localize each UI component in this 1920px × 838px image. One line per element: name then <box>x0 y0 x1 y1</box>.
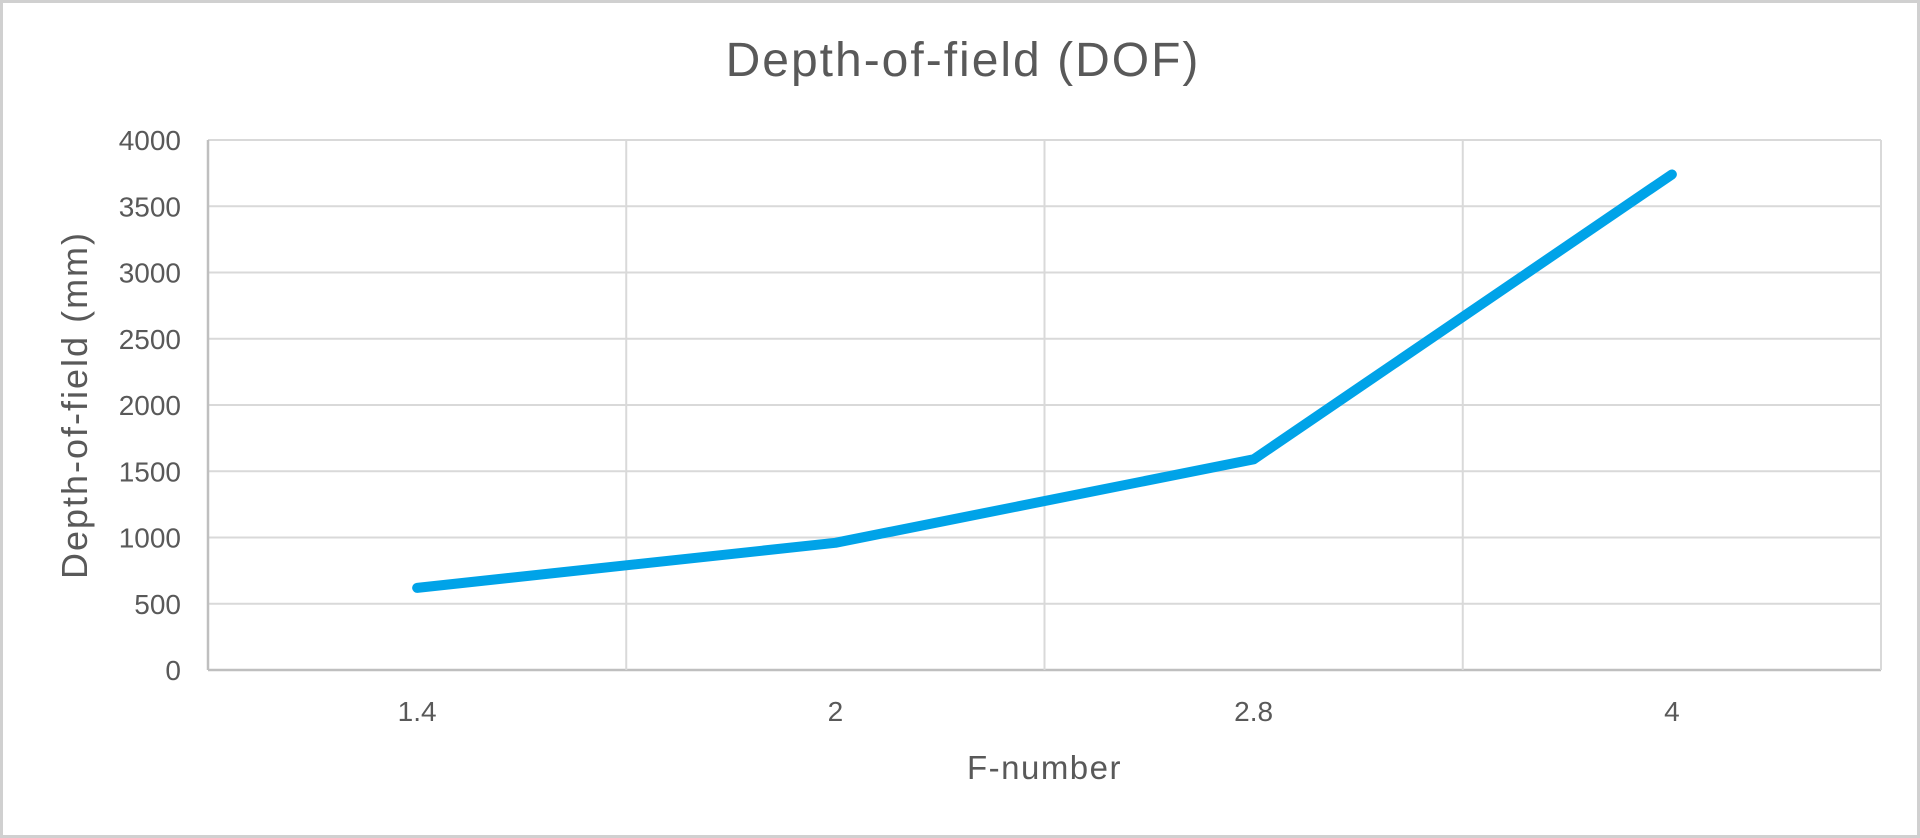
y-tick-label: 0 <box>165 655 181 686</box>
y-tick-label: 3500 <box>119 191 181 222</box>
plot-area: 0 500 1000 1500 2000 2500 3000 3500 4000 1.4 2 2.8 4 <box>119 125 1882 727</box>
series-line-dof <box>412 169 1677 593</box>
x-tick-label: 4 <box>1664 696 1680 727</box>
y-tick-label: 2500 <box>119 324 181 355</box>
chart-title: Depth-of-field (DOF) <box>725 34 1201 87</box>
x-tick-label: 2.8 <box>1234 696 1273 727</box>
x-tick-label: 1.4 <box>398 696 437 727</box>
y-tick-label: 1000 <box>119 523 181 554</box>
y-tick-label: 3000 <box>119 258 181 289</box>
x-tick-label: 2 <box>828 696 844 727</box>
y-tick-label: 4000 <box>119 125 181 156</box>
y-tick-label: 1500 <box>119 456 181 487</box>
y-tick-label: 2000 <box>119 390 181 421</box>
x-axis-title: F-number <box>966 749 1123 786</box>
y-tick-label: 500 <box>134 589 181 620</box>
